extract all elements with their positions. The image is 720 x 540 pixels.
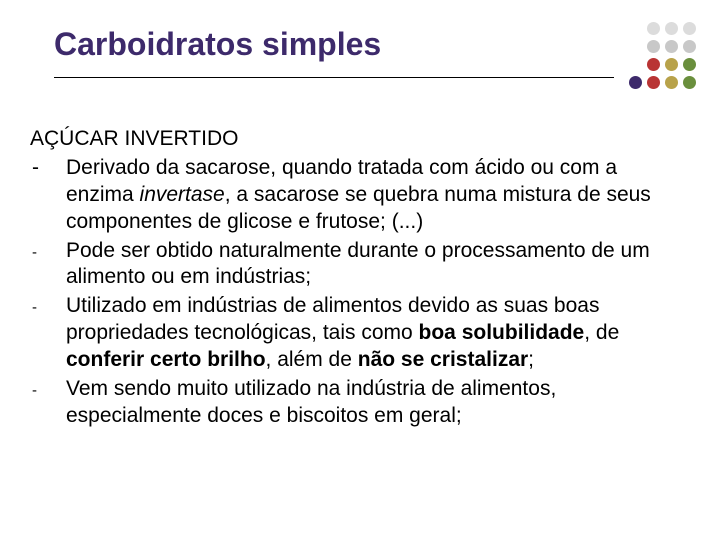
text-run: , além de bbox=[266, 348, 358, 371]
list-item-text: Pode ser obtido naturalmente durante o p… bbox=[66, 238, 690, 292]
decorative-dot bbox=[665, 40, 678, 53]
text-run: Pode ser obtido naturalmente durante o p… bbox=[66, 239, 650, 289]
text-run: , de bbox=[584, 321, 619, 344]
list-item: -Vem sendo muito utilizado na indústria … bbox=[30, 376, 690, 430]
bullet-dash: - bbox=[30, 293, 66, 374]
text-run: invertase bbox=[140, 183, 225, 206]
text-run: boa solubilidade bbox=[419, 321, 585, 344]
decorative-dot-grid bbox=[629, 22, 696, 89]
list-item-text: Derivado da sacarose, quando tratada com… bbox=[66, 155, 690, 236]
decorative-dot bbox=[683, 58, 696, 71]
decorative-dot bbox=[665, 22, 678, 35]
decorative-dot bbox=[683, 76, 696, 89]
decorative-dot bbox=[647, 58, 660, 71]
text-run: Vem sendo muito utilizado na indústria d… bbox=[66, 377, 556, 427]
decorative-dot bbox=[647, 22, 660, 35]
decorative-dot bbox=[629, 76, 642, 89]
title-underline bbox=[54, 77, 614, 78]
list-item-text: Utilizado em indústrias de alimentos dev… bbox=[66, 293, 690, 374]
decorative-dot bbox=[683, 22, 696, 35]
bullet-dash: - bbox=[30, 376, 66, 430]
bullet-dash: - bbox=[30, 155, 66, 236]
list-item: - Derivado da sacarose, quando tratada c… bbox=[30, 155, 690, 236]
bullet-dash: - bbox=[30, 238, 66, 292]
slide-title: Carboidratos simples bbox=[54, 26, 614, 63]
decorative-dot bbox=[647, 76, 660, 89]
body-subtitle: AÇÚCAR INVERTIDO bbox=[30, 126, 690, 153]
list-item-text: Vem sendo muito utilizado na indústria d… bbox=[66, 376, 690, 430]
decorative-dot bbox=[665, 76, 678, 89]
decorative-dot bbox=[683, 40, 696, 53]
text-run: ; bbox=[528, 348, 534, 371]
decorative-dot bbox=[665, 58, 678, 71]
list-item: -Utilizado em indústrias de alimentos de… bbox=[30, 293, 690, 374]
text-run: conferir certo brilho bbox=[66, 348, 266, 371]
body-items: - Derivado da sacarose, quando tratada c… bbox=[30, 155, 690, 430]
body-text: AÇÚCAR INVERTIDO - Derivado da sacarose,… bbox=[30, 126, 690, 432]
decorative-dot bbox=[647, 40, 660, 53]
list-item: -Pode ser obtido naturalmente durante o … bbox=[30, 238, 690, 292]
title-block: Carboidratos simples bbox=[54, 26, 614, 78]
text-run: não se cristalizar bbox=[358, 348, 528, 371]
